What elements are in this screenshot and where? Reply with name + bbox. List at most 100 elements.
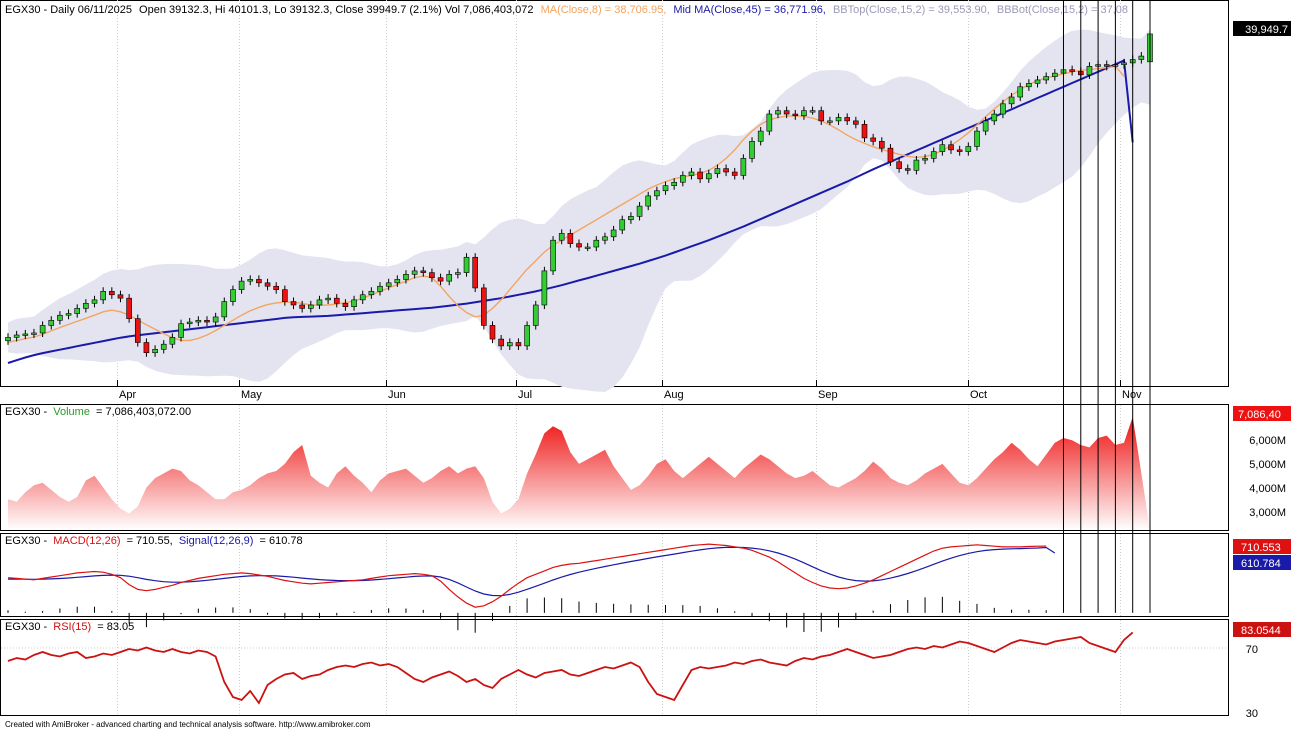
candle — [922, 154, 928, 165]
rsi-tick: 70 — [1246, 644, 1258, 656]
month-labels: Apr May Jun Jul Aug Sep Oct Nov — [119, 389, 1142, 401]
candle — [1000, 99, 1006, 119]
signal-label-value: = 610.78 — [259, 535, 302, 547]
candle — [204, 316, 210, 327]
volume-tick: 6,000M — [1249, 435, 1286, 447]
volume-panel-frame — [0, 404, 1229, 531]
month-label: Jun — [388, 389, 406, 401]
candle — [1086, 62, 1093, 79]
candle — [420, 266, 427, 277]
candle — [316, 295, 323, 310]
macd-label-name: MACD(12,26) — [53, 535, 120, 547]
gridlines — [1, 0, 1228, 716]
month-label: Jul — [518, 389, 532, 401]
candle — [39, 321, 46, 338]
macd-panel-frame — [0, 533, 1229, 617]
candle — [801, 106, 807, 120]
candle — [481, 283, 487, 330]
candle — [325, 294, 331, 304]
macd-label-prefix: EGX30 - — [5, 535, 48, 547]
candle — [671, 178, 677, 190]
candle — [48, 316, 55, 330]
candle — [455, 268, 461, 279]
candle — [887, 144, 894, 166]
candle — [83, 299, 89, 313]
candle — [1121, 58, 1127, 69]
candle — [290, 297, 297, 310]
candle — [593, 236, 600, 252]
candle — [221, 297, 228, 322]
candle — [230, 285, 236, 306]
candle — [368, 287, 375, 299]
ma8-line — [7, 65, 1125, 344]
rsi-label: EGX30 - RSI(15) = 83.05 — [5, 621, 134, 633]
candle — [178, 319, 184, 342]
header-mid-ma: Mid MA(Close,45) = 36,771.96, — [673, 4, 826, 16]
price-badge: 39,949.7 — [1233, 21, 1291, 36]
month-label: Oct — [970, 389, 987, 401]
candle — [792, 109, 799, 120]
candle — [982, 116, 989, 136]
candle — [117, 290, 124, 303]
candles — [5, 28, 1153, 357]
candle — [394, 275, 401, 287]
rsi-tick: 30 — [1246, 708, 1258, 720]
candle — [576, 239, 582, 252]
candle — [403, 270, 409, 284]
candle — [688, 167, 695, 180]
rsi-badge-text: 83.0544 — [1241, 625, 1281, 637]
rsi-label-prefix: EGX30 - — [5, 621, 48, 633]
rsi-label-value: = 83.05 — [97, 621, 134, 633]
candle — [91, 295, 98, 308]
candle — [861, 120, 868, 143]
candle — [143, 338, 150, 357]
candle — [904, 164, 911, 175]
month-label: Aug — [664, 389, 684, 401]
candle — [1052, 69, 1058, 81]
candle — [74, 304, 81, 318]
candle — [628, 212, 634, 224]
candle — [489, 321, 496, 344]
candle — [429, 268, 435, 282]
candle — [930, 147, 937, 163]
candle — [160, 340, 167, 354]
mid-ma-line — [7, 59, 1134, 364]
panel-frames — [0, 0, 1229, 716]
volume-tick: 4,000M — [1249, 483, 1286, 495]
candle — [446, 270, 453, 286]
candle — [775, 106, 781, 119]
candle — [31, 328, 37, 339]
macd-label-value: = 710.55, — [127, 535, 173, 547]
price-panel-frame — [0, 0, 1229, 387]
candle — [333, 294, 340, 308]
volume-badge: 7,086,40 — [1233, 406, 1291, 421]
candle — [1017, 82, 1024, 102]
signal-badge: 610.784 — [1233, 555, 1291, 570]
candle — [645, 191, 652, 211]
macd-histogram — [7, 0, 1151, 633]
volume-badge-text: 7,086,40 — [1238, 409, 1281, 421]
volume-label-series: Volume — [53, 406, 90, 418]
candle — [757, 127, 764, 146]
candle — [65, 309, 72, 320]
header-ohlc: Open 39132.3, Hi 40101.3, Lo 39132.3, Cl… — [139, 4, 533, 16]
candle — [1026, 79, 1032, 91]
volume-ticks: 6,000M 5,000M 4,000M 3,000M — [1249, 435, 1286, 519]
candle — [186, 317, 193, 328]
candle — [974, 127, 980, 151]
candle — [359, 290, 366, 304]
candle — [749, 137, 755, 163]
signal-line — [8, 546, 1056, 597]
volume-area — [8, 417, 1150, 530]
signal-label-name: Signal(12,26,9) — [179, 535, 254, 547]
candle — [152, 345, 158, 357]
macd-label: EGX30 - MACD(12,26) = 710.55, Signal(12,… — [5, 535, 303, 547]
footer-credit: Created with AmiBroker - advanced charti… — [5, 720, 371, 729]
candle — [662, 181, 669, 195]
candle — [550, 236, 556, 275]
month-label: Nov — [1122, 389, 1142, 401]
candle — [896, 157, 902, 173]
macd-line — [7, 543, 1047, 608]
candle — [654, 186, 660, 200]
rsi-line — [7, 631, 1134, 705]
